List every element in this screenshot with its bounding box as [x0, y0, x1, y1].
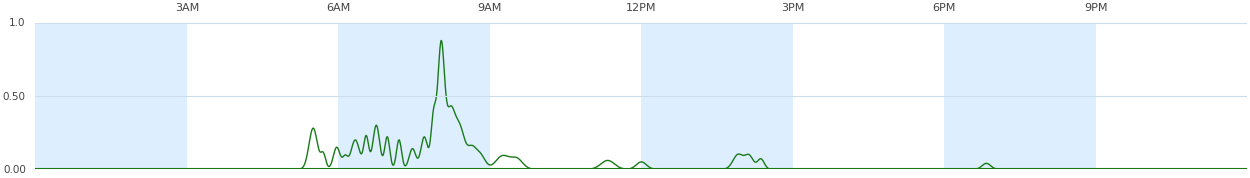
Bar — [188, 22, 339, 169]
Bar — [641, 22, 792, 169]
Bar — [35, 22, 188, 169]
Bar — [339, 22, 490, 169]
Bar — [490, 22, 641, 169]
Bar — [792, 22, 944, 169]
Bar — [1096, 22, 1248, 169]
Bar — [944, 22, 1096, 169]
